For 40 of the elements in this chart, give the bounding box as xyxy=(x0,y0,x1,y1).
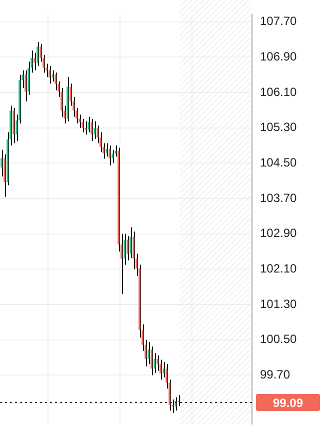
candlestick xyxy=(36,42,39,66)
candlestick xyxy=(130,226,132,259)
candlestick xyxy=(148,342,150,365)
y-tick-label: 104.50 xyxy=(260,155,298,170)
candlestick xyxy=(106,142,108,158)
y-tick-label: 106.90 xyxy=(260,49,298,64)
candlestick xyxy=(94,120,96,140)
candlestick xyxy=(12,107,15,144)
candlestick xyxy=(96,125,99,144)
candlestick xyxy=(88,116,90,133)
candlestick xyxy=(54,72,57,91)
candlestick xyxy=(90,118,93,142)
candlestick xyxy=(4,154,6,198)
candlestick xyxy=(126,236,129,261)
candlestick xyxy=(24,70,27,102)
y-tick-label: 102.10 xyxy=(260,262,298,276)
candlestick xyxy=(52,70,54,82)
candlestick xyxy=(156,354,159,372)
candlestick xyxy=(34,52,36,71)
y-tick-label: 107.70 xyxy=(260,14,298,28)
ref-line-label: 99.09 xyxy=(272,396,304,410)
candlestick xyxy=(150,346,153,376)
y-tick-label: 102.90 xyxy=(260,226,298,240)
y-tick-label: 105.30 xyxy=(260,120,298,134)
candlestick xyxy=(112,149,114,164)
candlestick xyxy=(162,361,165,378)
y-tick-label: 99.70 xyxy=(260,368,290,382)
y-tick-label: 106.10 xyxy=(260,84,298,99)
y-tick-label: 101.30 xyxy=(260,296,298,311)
candlestick xyxy=(174,396,177,412)
y-tick-label: 100.50 xyxy=(260,332,298,346)
candlestick xyxy=(132,231,135,270)
candlestick xyxy=(108,145,111,166)
candlestick xyxy=(160,359,162,380)
candlestick xyxy=(82,118,84,133)
candlestick xyxy=(84,120,87,135)
candlestick xyxy=(0,149,3,177)
candlestick xyxy=(66,76,69,122)
y-tick-label: 103.70 xyxy=(260,190,298,205)
candlestick xyxy=(48,66,51,84)
